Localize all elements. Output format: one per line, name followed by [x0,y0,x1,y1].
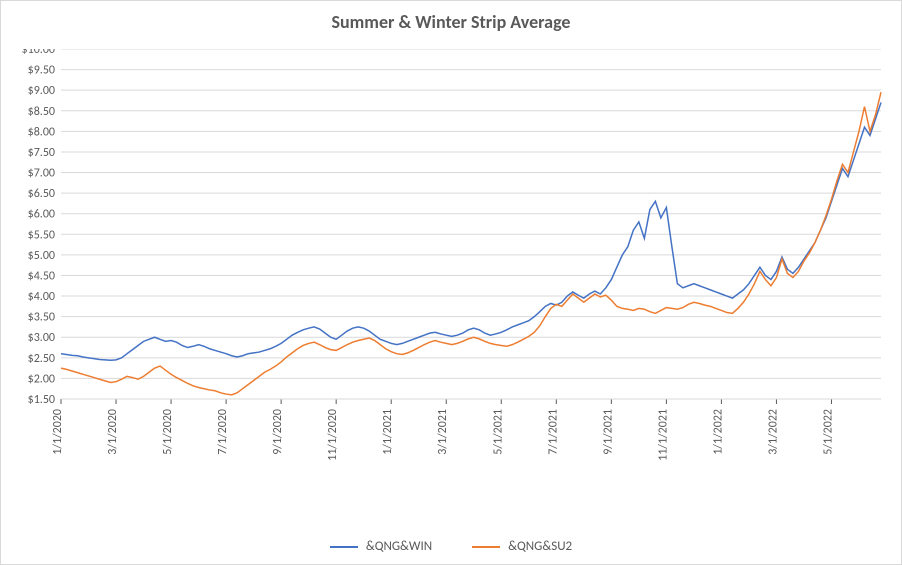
legend-label: &QNG&WIN [366,539,432,554]
plot-area: $1.50 $2.00 $2.50 $3.00 $3.50 $4.00 $4.50 $5.00… [11,49,891,519]
x-axis-label: 5/1/2021 [491,409,505,455]
y-axis-label: $7.00 [28,167,55,181]
y-axis-label: $8.00 [28,125,55,139]
y-axis-label: $9.50 [28,64,55,78]
y-axis-label: $5.50 [28,228,55,242]
x-axis-label: 9/1/2020 [271,409,285,455]
x-axis-label: 3/1/2022 [766,409,780,455]
legend-item: &QNG&WIN [330,539,432,554]
y-axis-label: $2.00 [28,372,55,386]
y-axis-label: $3.00 [28,331,55,345]
y-axis-label: $7.50 [28,146,55,160]
legend: &QNG&WIN&QNG&SU2 [1,539,901,554]
x-axis-label: 3/1/2020 [106,409,120,455]
x-axis-label: 7/1/2021 [546,409,560,455]
y-axis-label: $3.50 [28,311,55,325]
y-axis-label: $2.50 [28,352,55,366]
x-axis-label: 11/1/2021 [656,409,670,461]
x-axis-label: 5/1/2022 [821,409,835,455]
x-axis-label: 1/1/2022 [711,409,725,455]
y-axis-label: $4.50 [28,269,55,283]
x-axis-label: 11/1/2020 [326,409,340,461]
y-axis-label: $9.00 [28,84,55,98]
y-axis-label: $6.50 [28,187,55,201]
x-axis-label: 7/1/2020 [216,409,230,455]
y-axis-label: $1.50 [28,393,55,407]
y-axis-label: $8.50 [28,105,55,119]
y-axis-label: $4.00 [28,290,55,304]
legend-swatch [472,546,500,548]
chart-container: Summer & Winter Strip Average $1.50 $2.00… [0,0,902,565]
x-axis-label: 9/1/2021 [601,409,615,455]
series-line [61,92,881,395]
legend-swatch [330,546,358,548]
x-axis-label: 5/1/2020 [161,409,175,455]
y-axis-label: $10.00 [22,49,55,57]
series-line [61,103,881,361]
legend-item: &QNG&SU2 [472,539,572,554]
chart-title: Summer & Winter Strip Average [1,11,901,33]
x-axis-label: 3/1/2021 [436,409,450,455]
x-axis-label: 1/1/2021 [381,409,395,455]
y-axis-label: $5.00 [28,249,55,263]
x-axis-label: 1/1/2020 [51,409,65,455]
legend-label: &QNG&SU2 [508,539,572,554]
y-axis-label: $6.00 [28,208,55,222]
